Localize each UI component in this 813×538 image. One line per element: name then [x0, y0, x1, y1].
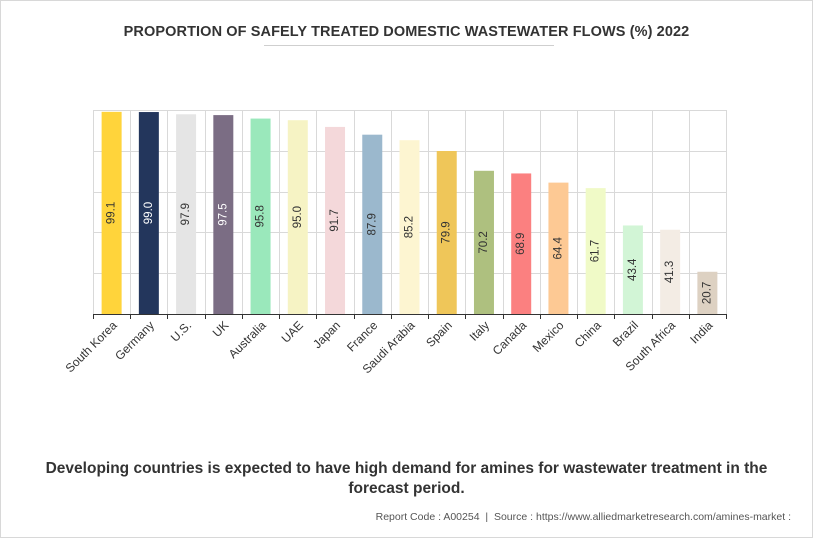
bar	[325, 126, 346, 314]
data-label: 68.9	[515, 233, 527, 255]
bar	[399, 140, 420, 314]
bar	[138, 112, 159, 314]
x-tick-label: India	[687, 318, 716, 347]
data-label: 64.4	[552, 237, 564, 260]
bar	[362, 134, 383, 314]
bar	[622, 225, 643, 314]
x-tick-label: France	[344, 318, 381, 355]
x-tick-label: China	[572, 318, 604, 350]
data-label: 97.5	[217, 203, 229, 225]
x-tick-label: Spain	[423, 318, 455, 350]
bar	[287, 120, 308, 314]
data-label: 97.9	[180, 203, 192, 225]
data-label: 43.4	[627, 258, 639, 281]
bar	[436, 151, 457, 314]
title-underline	[264, 45, 554, 46]
x-tick-label: Italy	[467, 318, 492, 343]
bar	[176, 114, 197, 314]
bar	[473, 170, 494, 314]
bar-chart: 99.1 South Korea 99.0 Germany 97.9 U.S. 97.5 UK…	[63, 110, 727, 376]
data-label: 95.0	[292, 206, 304, 228]
x-tick-label: Canada	[490, 318, 530, 358]
x-tick-label: Mexico	[530, 318, 567, 355]
x-tick-label: UK	[210, 318, 232, 340]
data-label: 70.2	[478, 231, 490, 253]
data-label: 87.9	[366, 213, 378, 235]
bar	[585, 188, 606, 314]
chart-caption: Developing countries is expected to have…	[45, 460, 768, 497]
bar	[213, 115, 234, 314]
x-tick-label: UAE	[279, 318, 306, 345]
data-label: 85.2	[404, 216, 416, 238]
data-label: 91.7	[329, 209, 341, 231]
x-tick-label: Brazil	[610, 318, 641, 349]
bar	[660, 229, 681, 314]
source-link[interactable]: Source : https://www.alliedmarketresearc…	[493, 511, 791, 523]
data-label: 20.7	[701, 282, 713, 304]
x-tick-label: Japan	[310, 318, 343, 351]
bar	[697, 271, 718, 314]
bar	[548, 182, 569, 314]
data-label: 99.1	[106, 202, 118, 224]
data-label: 95.8	[255, 205, 267, 227]
x-tick-label: U.S.	[168, 318, 194, 344]
bar	[250, 118, 271, 315]
data-label: 99.0	[143, 202, 155, 224]
data-label: 41.3	[664, 261, 676, 283]
x-tick-label: Germany	[112, 318, 157, 363]
x-tick-label: South Korea	[63, 318, 120, 375]
report-code: Report Code : A00254	[375, 511, 480, 523]
bar	[101, 111, 122, 314]
data-label: 61.7	[590, 240, 602, 262]
data-label: 79.9	[441, 221, 453, 243]
chart-title: PROPORTION OF SAFELY TREATED DOMESTIC WA…	[123, 24, 690, 40]
source-footer: Report Code : A00254 | Source : https://…	[376, 511, 791, 523]
footer-separator: |	[485, 511, 489, 523]
bar	[511, 173, 532, 314]
x-tick-label: Australia	[226, 318, 269, 361]
